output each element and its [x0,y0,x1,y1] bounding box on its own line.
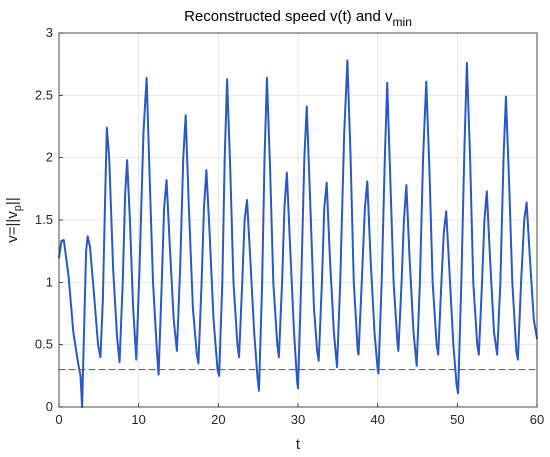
x-tick-label: 40 [370,412,384,427]
y-tick-label: 1.5 [35,212,53,227]
y-tick-label: 0 [46,399,53,414]
y-tick-label: 2.5 [35,87,53,102]
y-tick-label: 2 [46,150,53,165]
y-tick-label: 1 [46,274,53,289]
speed-series-line [58,59,538,408]
chart-title: Reconstructed speed v(t) and vmin [184,8,412,29]
y-tick-label: 3 [46,25,53,40]
x-tick-label: 30 [291,412,305,427]
y-tick-label: 0.5 [35,337,53,352]
x-tick-label: 60 [530,412,544,427]
ticks: 0 10 20 30 40 50 60 0 0.5 1 1.5 2 2.5 3 [35,25,544,427]
x-tick-label: 10 [131,412,145,427]
x-tick-label: 20 [211,412,225,427]
y-axis-label: v=||vp|| [4,197,24,242]
x-axis-label: t [296,436,301,453]
x-tick-label: 50 [450,412,464,427]
series-layer [58,59,538,408]
x-tick-label: 0 [55,412,62,427]
